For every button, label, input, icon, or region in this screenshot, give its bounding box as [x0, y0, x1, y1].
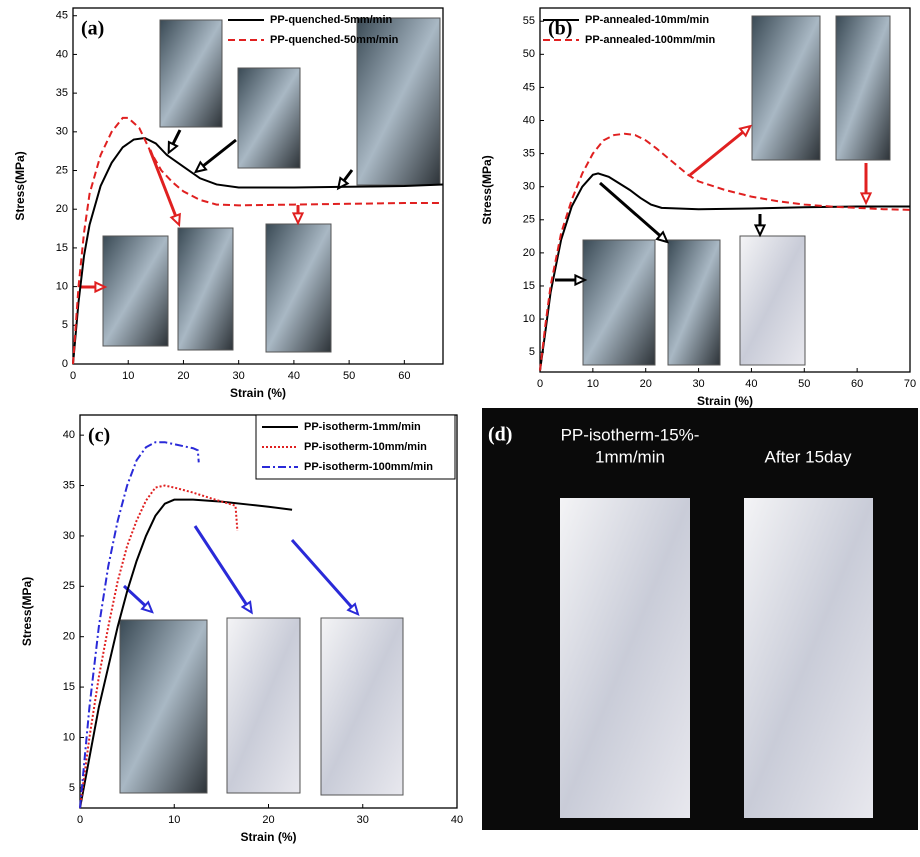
arrow-head: [169, 142, 177, 153]
arrow-head: [293, 213, 302, 223]
photo: [836, 16, 890, 160]
y-tick-label: 5: [529, 346, 535, 358]
x-tick-label: 0: [70, 370, 76, 382]
x-tick-label: 30: [357, 814, 369, 826]
y-tick-label: 40: [63, 429, 75, 441]
legend-label: PP-quenched-5mm/min: [270, 14, 393, 26]
x-tick-label: 0: [537, 378, 543, 390]
photo: [227, 618, 300, 793]
panel-label: (a): [81, 18, 104, 40]
legend-label: PP-annealed-10mm/min: [585, 14, 709, 26]
y-tick-label: 0: [62, 358, 68, 370]
photo: [560, 498, 690, 818]
y-tick-label: 15: [63, 681, 75, 693]
photo: [266, 224, 331, 352]
photo: [178, 228, 233, 350]
panel-label: (d): [488, 424, 512, 446]
photo: [744, 498, 873, 818]
arrow-head: [861, 193, 870, 203]
caption: 1mm/min: [595, 447, 665, 466]
y-axis-label: Stress(MPa): [480, 155, 494, 224]
x-tick-label: 10: [122, 370, 134, 382]
arrow: [292, 540, 356, 612]
x-tick-label: 40: [288, 370, 300, 382]
arrow-head: [243, 602, 252, 613]
arrow: [195, 526, 250, 610]
x-tick-label: 30: [692, 378, 704, 390]
photo: [583, 240, 655, 365]
y-tick-label: 35: [56, 87, 68, 99]
y-tick-label: 10: [56, 281, 68, 293]
caption: PP-isotherm-15%-: [561, 425, 700, 444]
y-tick-label: 45: [523, 81, 535, 93]
y-tick-label: 25: [56, 164, 68, 176]
y-tick-label: 30: [56, 126, 68, 138]
arrow-head: [171, 214, 179, 225]
x-tick-label: 30: [233, 370, 245, 382]
x-tick-label: 20: [177, 370, 189, 382]
y-tick-label: 25: [63, 580, 75, 592]
y-tick-label: 55: [523, 15, 535, 27]
y-tick-label: 40: [523, 114, 535, 126]
x-tick-label: 10: [168, 814, 180, 826]
x-tick-label: 60: [398, 370, 410, 382]
x-tick-label: 70: [904, 378, 916, 390]
photo: [752, 16, 820, 160]
y-tick-label: 20: [56, 203, 68, 215]
y-tick-label: 20: [63, 631, 75, 643]
photo: [668, 240, 720, 365]
photo: [740, 236, 805, 365]
arrow: [690, 128, 748, 175]
x-axis-label: Strain (%): [697, 394, 753, 408]
arrow-head: [755, 225, 764, 235]
legend-label: PP-annealed-100mm/min: [585, 34, 715, 46]
y-tick-label: 35: [63, 479, 75, 491]
x-tick-label: 20: [262, 814, 274, 826]
y-tick-label: 35: [523, 148, 535, 160]
y-axis-label: Stress(MPa): [20, 577, 34, 646]
y-tick-label: 15: [56, 242, 68, 254]
y-tick-label: 5: [69, 782, 75, 794]
photo: [103, 236, 168, 346]
panel-label: (b): [548, 18, 572, 40]
y-tick-label: 30: [523, 181, 535, 193]
y-tick-label: 50: [523, 48, 535, 60]
y-tick-label: 5: [62, 319, 68, 331]
y-tick-label: 25: [523, 214, 535, 226]
photo: [321, 618, 403, 795]
y-tick-label: 40: [56, 48, 68, 60]
y-tick-label: 30: [63, 530, 75, 542]
x-tick-label: 50: [798, 378, 810, 390]
y-tick-label: 10: [523, 313, 535, 325]
y-tick-label: 15: [523, 280, 535, 292]
x-tick-label: 10: [587, 378, 599, 390]
y-axis-label: Stress(MPa): [13, 151, 27, 220]
x-axis-label: Strain (%): [230, 386, 286, 400]
x-tick-label: 0: [77, 814, 83, 826]
photo: [160, 20, 222, 127]
x-tick-label: 50: [343, 370, 355, 382]
figure: (d) PP-isotherm-15%- 1mm/min After 15day…: [0, 0, 920, 857]
y-tick-label: 45: [56, 10, 68, 22]
x-tick-label: 40: [451, 814, 463, 826]
legend-label: PP-isotherm-100mm/min: [304, 461, 433, 473]
legend-label: PP-isotherm-1mm/min: [304, 421, 421, 433]
x-axis-label: Strain (%): [240, 830, 296, 844]
legend-label: PP-isotherm-10mm/min: [304, 441, 427, 453]
photo: [120, 620, 207, 793]
x-tick-label: 60: [851, 378, 863, 390]
x-tick-label: 20: [640, 378, 652, 390]
photo: [238, 68, 300, 168]
x-tick-label: 40: [745, 378, 757, 390]
panel-label: (c): [88, 425, 110, 447]
y-tick-label: 10: [63, 731, 75, 743]
legend-label: PP-quenched-50mm/min: [270, 34, 399, 46]
caption: After 15day: [765, 447, 852, 466]
y-tick-label: 20: [523, 247, 535, 259]
